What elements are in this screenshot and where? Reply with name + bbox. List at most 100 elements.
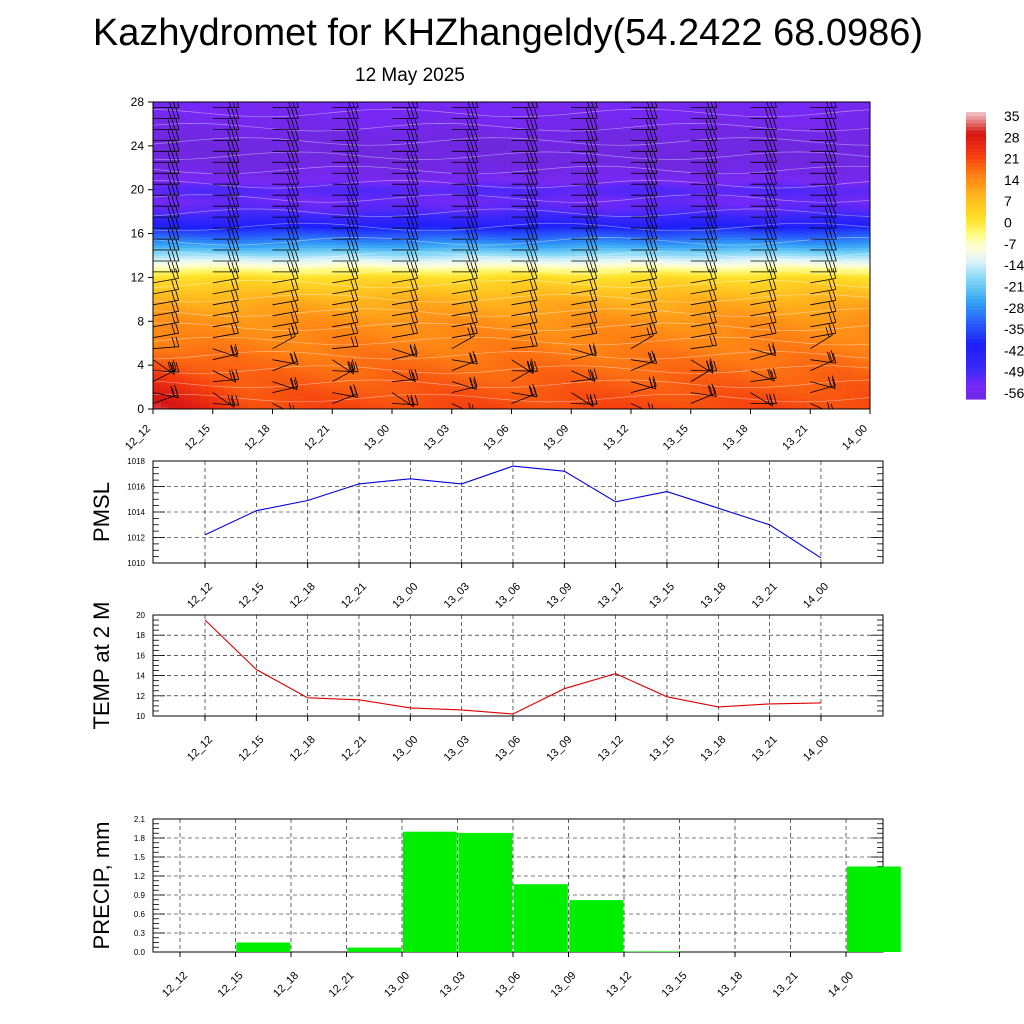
wind-barb	[631, 250, 658, 262]
wind-barb	[750, 250, 777, 262]
colorbar-strip	[966, 287, 986, 292]
wind-barb	[451, 163, 479, 174]
wind-barb	[870, 240, 896, 250]
wind-barb	[690, 174, 718, 185]
wind-barb	[451, 217, 479, 229]
wind-barb	[451, 228, 479, 240]
wind-barb	[451, 323, 478, 339]
wind-barb	[511, 206, 538, 218]
wind-barb	[332, 130, 359, 141]
x-tick-label: 13_09	[549, 970, 579, 1000]
wind-barb	[750, 369, 775, 382]
wind-barb	[690, 228, 718, 240]
colorbar-strip	[966, 162, 986, 167]
wind-barb	[153, 163, 180, 174]
wind-barb	[810, 174, 837, 185]
wind-barb	[750, 301, 777, 317]
colorbar-strip	[966, 180, 986, 185]
wind-barb	[451, 239, 479, 251]
x-tick-label: 13_18	[721, 423, 751, 453]
wind-barb	[631, 217, 658, 229]
x-tick-label: 12_18	[243, 423, 273, 453]
y-tick-label: 1010	[127, 559, 145, 568]
wind-barb	[870, 251, 896, 261]
wind-barb	[212, 239, 240, 251]
wind-barb	[272, 217, 299, 229]
temp2m-panel: 10 12 14 16 18 20 12_12 12_15 12_18 12_21 13_00 13_…	[89, 602, 884, 764]
colorbar-strip	[966, 115, 986, 120]
x-tick-label: 13_21	[771, 970, 801, 1000]
wind-barb	[631, 108, 658, 119]
wind-barb	[451, 185, 479, 196]
wind-barb	[690, 279, 717, 295]
wind-barb	[451, 290, 478, 306]
wind-barb	[690, 108, 718, 119]
wind-barb	[212, 261, 240, 273]
colorbar-strip	[966, 172, 986, 178]
wind-barb	[332, 301, 359, 317]
wind-barb	[153, 119, 180, 130]
wind-barb	[332, 196, 359, 207]
wind-barb	[451, 312, 478, 328]
wind-barb	[690, 385, 717, 397]
wind-barb	[511, 301, 538, 317]
colorbar-strip	[966, 194, 986, 199]
wind-barb	[750, 196, 777, 207]
wind-barb	[272, 185, 299, 196]
wind-barb	[631, 163, 658, 174]
wind-barb	[810, 250, 837, 262]
wind-barb	[212, 108, 240, 119]
wind-barb	[511, 323, 538, 339]
wind-barb	[332, 359, 355, 375]
wind-barb	[272, 261, 299, 273]
colorbar-strip	[966, 144, 986, 149]
wind-barb	[153, 323, 179, 339]
wind-barb	[810, 206, 837, 218]
x-tick-label: 13_12	[596, 734, 626, 764]
wind-barb	[690, 152, 718, 163]
wind-barb	[153, 361, 180, 373]
colorbar-strip	[966, 291, 986, 296]
wind-barb	[391, 392, 415, 408]
wind-barb	[332, 108, 359, 119]
wind-barb	[511, 228, 538, 240]
colorbar-strip	[966, 212, 986, 217]
wind-barb	[690, 250, 718, 262]
wind-barb	[690, 268, 717, 284]
wind-barb	[332, 323, 359, 339]
wind-barb	[810, 301, 837, 317]
colorbar-strip	[966, 165, 986, 170]
wind-barb	[332, 261, 359, 273]
x-tick-label: 13_00	[390, 734, 420, 764]
x-tick-label: 12_21	[327, 970, 357, 1000]
y-axis-title: PMSL	[89, 482, 114, 542]
y-tick-label: 8	[137, 314, 144, 328]
wind-barb	[630, 268, 657, 284]
wind-barb	[511, 312, 538, 328]
colorbar-strip	[966, 338, 986, 343]
colorbar-strip	[966, 366, 986, 371]
colorbar-label: -42	[1004, 342, 1024, 358]
colorbar-strip	[966, 237, 986, 242]
x-tick-label: 13_15	[661, 423, 691, 453]
colorbar-strip	[966, 140, 986, 145]
wind-barb	[870, 98, 896, 108]
wind-barb	[511, 268, 538, 284]
wind-barb	[750, 130, 777, 141]
colorbar-strip	[966, 381, 986, 386]
wind-barb	[332, 217, 359, 229]
colorbar-strip	[966, 233, 986, 239]
colorbar-strip	[966, 133, 986, 138]
colorbar-strip	[966, 176, 986, 181]
x-tick-label: 13_03	[422, 423, 452, 453]
wind-barb	[511, 217, 538, 229]
wind-barb	[630, 290, 657, 306]
wind-barb	[810, 323, 837, 339]
wind-barb	[212, 279, 239, 295]
colorbar-label: -7	[1004, 236, 1017, 252]
wind-barb	[810, 141, 837, 152]
colorbar-strip	[966, 377, 986, 382]
wind-barb	[332, 386, 359, 398]
y-tick-label: 14	[136, 672, 145, 681]
y-tick-label: 12	[131, 270, 145, 284]
